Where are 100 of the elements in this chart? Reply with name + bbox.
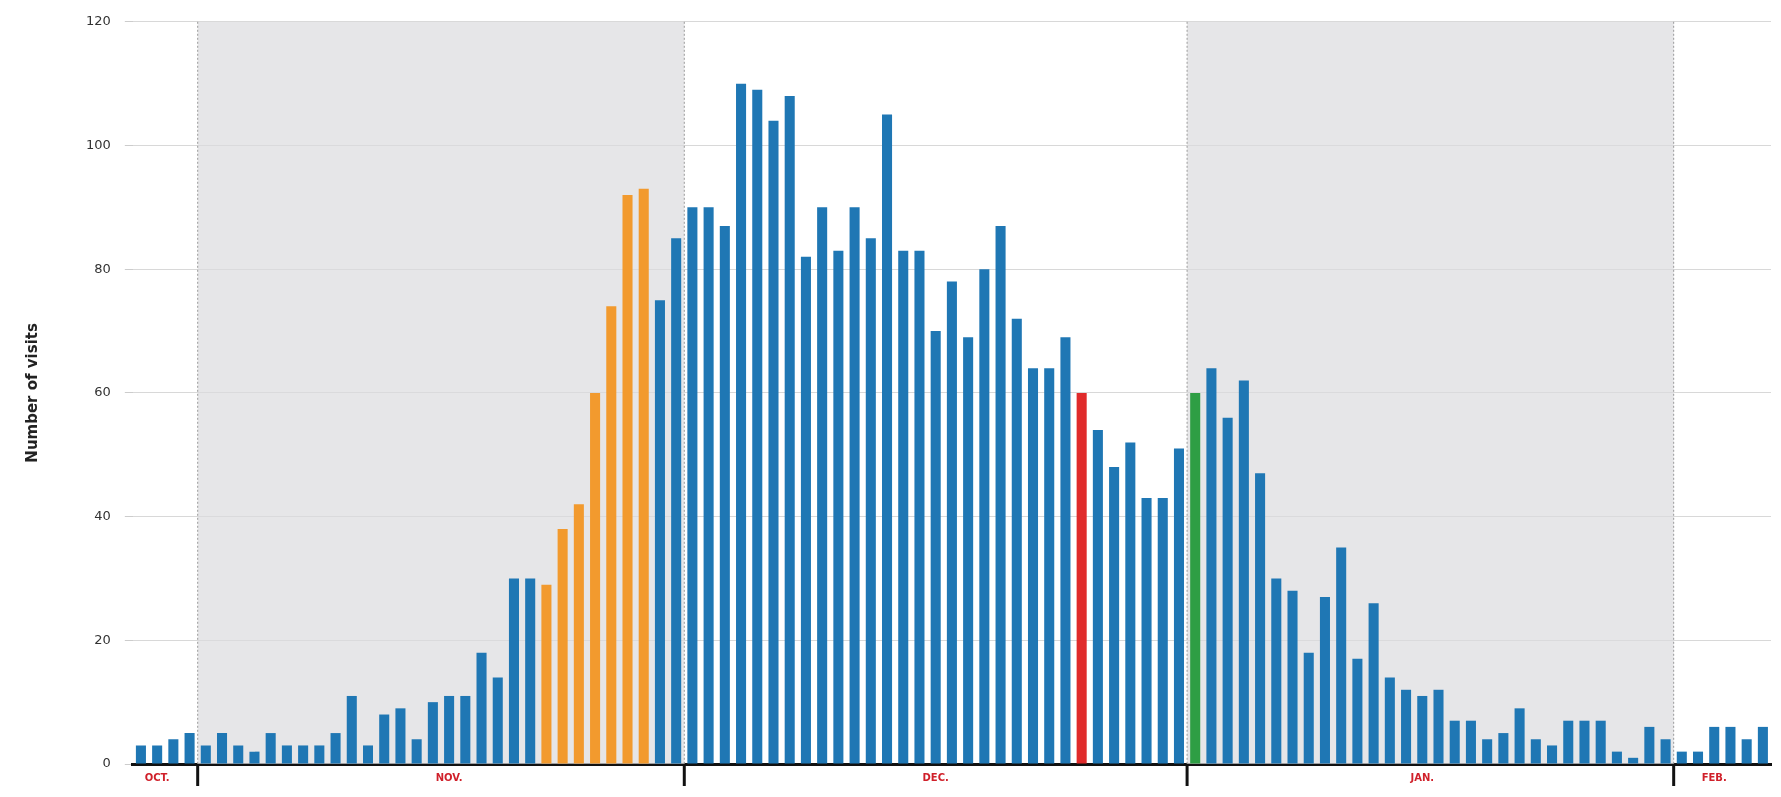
bar xyxy=(1190,392,1201,764)
bar xyxy=(622,194,633,764)
bar xyxy=(1692,751,1704,764)
bar xyxy=(444,695,455,764)
bar xyxy=(508,578,519,764)
bar xyxy=(1011,318,1022,764)
bar xyxy=(1206,368,1217,764)
bar xyxy=(1547,745,1558,764)
bar xyxy=(1352,658,1363,764)
bar xyxy=(800,256,811,764)
bar xyxy=(1709,726,1720,764)
bar xyxy=(946,281,957,764)
x-tick-label: OCT. xyxy=(144,771,170,783)
bar xyxy=(1076,392,1087,764)
bar xyxy=(184,733,195,764)
bar xyxy=(1482,739,1493,764)
bar xyxy=(573,504,584,764)
bar xyxy=(492,677,503,764)
bar xyxy=(557,528,568,764)
bar xyxy=(1757,726,1768,764)
bar xyxy=(200,745,211,764)
bar xyxy=(1660,739,1671,764)
bar xyxy=(898,250,909,764)
bar xyxy=(411,739,422,764)
bar xyxy=(882,114,893,764)
bar xyxy=(1255,473,1266,764)
bar xyxy=(1628,757,1639,764)
bar xyxy=(1271,578,1282,764)
bar xyxy=(995,225,1006,764)
bar xyxy=(1465,720,1476,764)
x-tick-label: FEB. xyxy=(1701,771,1727,783)
bar xyxy=(606,306,617,764)
bar xyxy=(216,733,228,764)
bar xyxy=(362,745,374,764)
bar xyxy=(736,83,747,764)
bar xyxy=(865,238,876,764)
bar xyxy=(476,652,487,764)
bar xyxy=(1384,677,1395,764)
bar xyxy=(1141,498,1152,764)
bar xyxy=(1287,590,1298,764)
bar xyxy=(1644,726,1655,764)
bar xyxy=(784,96,795,764)
bar xyxy=(1514,708,1525,764)
bar xyxy=(1579,720,1590,764)
bar xyxy=(1741,739,1752,764)
bar xyxy=(1060,337,1071,764)
bar xyxy=(930,331,941,764)
bar xyxy=(1368,603,1379,764)
bar xyxy=(168,739,179,764)
bar xyxy=(654,300,665,764)
bar xyxy=(1092,430,1103,764)
y-tick-label: 40 xyxy=(94,507,111,523)
bar xyxy=(1125,442,1136,764)
y-tick-label: 60 xyxy=(94,384,111,400)
bar xyxy=(1498,733,1509,764)
x-tick-label: NOV. xyxy=(435,771,463,783)
bar xyxy=(687,207,698,764)
bar xyxy=(1222,417,1233,764)
bar xyxy=(914,250,925,764)
y-tick-label: 80 xyxy=(94,260,111,276)
bar xyxy=(833,250,844,764)
bar xyxy=(1449,720,1460,764)
bar xyxy=(963,337,974,764)
bar xyxy=(1336,547,1347,764)
bar xyxy=(1173,448,1185,764)
y-tick-label: 100 xyxy=(85,136,111,152)
bar xyxy=(719,225,730,764)
bar xyxy=(135,745,146,764)
bar xyxy=(638,188,649,764)
bar xyxy=(1595,720,1606,764)
bar xyxy=(346,695,357,764)
bar xyxy=(671,238,682,764)
bar xyxy=(379,714,390,764)
x-tick-label: JAN. xyxy=(1409,771,1435,783)
bar xyxy=(752,89,763,764)
bar xyxy=(1433,689,1444,764)
bar xyxy=(1319,597,1330,764)
bar xyxy=(427,702,438,764)
bar xyxy=(395,708,406,764)
bar xyxy=(849,207,860,764)
bar xyxy=(1725,726,1736,764)
bar xyxy=(152,745,163,764)
bar xyxy=(541,584,552,764)
bar xyxy=(1676,751,1687,764)
bar xyxy=(249,751,260,764)
bar xyxy=(460,695,471,764)
bar xyxy=(1417,695,1428,764)
bar xyxy=(525,578,536,764)
bar xyxy=(1563,720,1574,764)
bar xyxy=(1530,739,1541,764)
bar xyxy=(314,745,325,764)
bar xyxy=(979,269,990,764)
y-tick-label: 0 xyxy=(102,755,111,771)
bar xyxy=(1238,380,1249,764)
bar xyxy=(1611,751,1622,764)
bar xyxy=(590,392,601,764)
bar xyxy=(1109,467,1120,764)
x-tick-label: DEC. xyxy=(922,771,949,783)
bar xyxy=(1044,368,1055,764)
bar xyxy=(298,745,309,764)
